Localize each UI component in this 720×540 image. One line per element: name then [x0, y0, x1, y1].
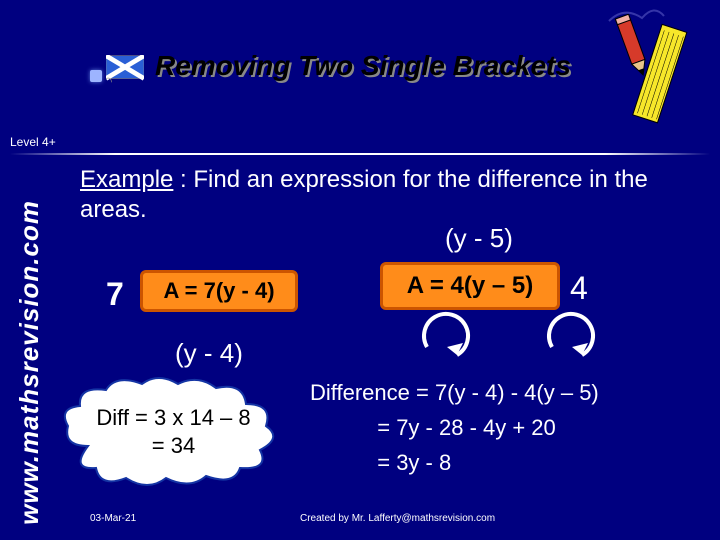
footer-date: 03-Mar-21 [90, 513, 136, 524]
diff-line-1: Difference = 7(y - 4) - 4(y – 5) [310, 375, 599, 410]
right-top-label: (y - 5) [445, 223, 513, 254]
right-area-box: A = 4(y – 5) [380, 262, 560, 310]
divider-line [10, 153, 710, 155]
cloud-line-2: = 34 [74, 432, 273, 460]
example-label: Example [80, 166, 173, 193]
cloud-text: Diff = 3 x 14 – 8 = 34 [74, 404, 273, 459]
slide-root: Removing Two Single Brackets Level 4+ ww… [0, 0, 720, 540]
curly-arrow-2-icon [540, 305, 600, 365]
slide-title: Removing Two Single Brackets [155, 50, 571, 82]
left-bottom-label: (y - 4) [175, 338, 243, 369]
cloud-line-1: Diff = 3 x 14 – 8 [74, 404, 273, 432]
bullet-square [90, 70, 102, 82]
level-label: Level 4+ [10, 135, 56, 149]
diff-line-3: = 3y - 8 [310, 445, 599, 480]
curly-arrow-1-icon [415, 305, 475, 365]
scotland-flag-icon [106, 55, 144, 83]
right-side-label: 4 [570, 270, 588, 307]
difference-working: Difference = 7(y - 4) - 4(y – 5) = 7y - … [310, 375, 599, 481]
left-area-box: A = 7(y - 4) [140, 270, 298, 312]
stationery-art-icon [594, 6, 694, 126]
right-area-text: A = 4(y – 5) [407, 272, 534, 300]
sidebar-url: www.mathsrevision.com [14, 200, 45, 525]
cloud-callout: Diff = 3 x 14 – 8 = 34 [58, 376, 283, 491]
left-side-label: 7 [106, 276, 124, 313]
diff-line-2: = 7y - 28 - 4y + 20 [310, 410, 599, 445]
footer-credit: Created by Mr. Lafferty@mathsrevision.co… [300, 513, 495, 524]
left-area-text: A = 7(y - 4) [163, 278, 274, 304]
example-text: Example : Find an expression for the dif… [80, 165, 700, 225]
